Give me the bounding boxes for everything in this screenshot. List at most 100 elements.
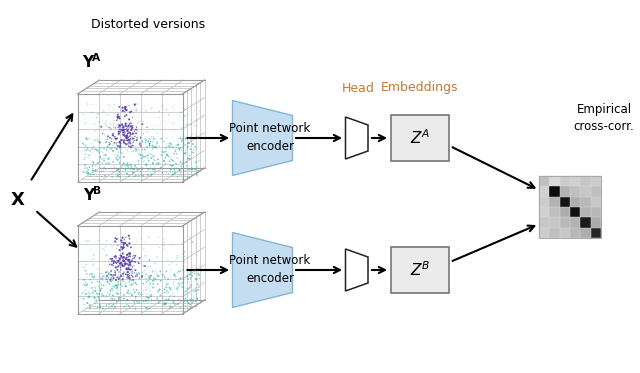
Point xyxy=(95,154,106,160)
Point xyxy=(118,122,128,128)
Point xyxy=(124,233,134,239)
Point xyxy=(182,144,193,150)
Point xyxy=(145,275,156,281)
Point xyxy=(131,294,141,300)
Point xyxy=(81,291,91,297)
Point xyxy=(145,264,156,270)
Point xyxy=(113,124,124,130)
Point xyxy=(174,147,184,153)
Point xyxy=(113,272,124,278)
Point xyxy=(95,145,105,151)
Point xyxy=(132,137,142,142)
Point xyxy=(168,120,179,126)
Point xyxy=(188,288,198,294)
Point xyxy=(115,278,125,283)
Point xyxy=(132,135,142,141)
Point xyxy=(169,242,179,248)
Point xyxy=(129,255,140,261)
Point xyxy=(84,155,95,161)
Point xyxy=(127,134,137,140)
Point xyxy=(100,166,111,172)
Point xyxy=(186,132,196,138)
Point xyxy=(147,166,157,172)
Point xyxy=(131,146,141,152)
Point xyxy=(126,259,136,265)
Point xyxy=(137,269,147,275)
Point xyxy=(143,285,154,291)
Point xyxy=(88,170,98,176)
Point xyxy=(99,292,109,298)
Point xyxy=(138,166,148,172)
Point xyxy=(156,136,166,142)
Point xyxy=(91,163,101,169)
Point xyxy=(128,271,138,277)
Point xyxy=(175,110,186,116)
Point xyxy=(94,278,104,284)
Point xyxy=(166,267,177,273)
Point xyxy=(122,126,132,132)
Point xyxy=(132,272,142,278)
Point xyxy=(115,273,125,279)
Point xyxy=(154,108,164,114)
Point xyxy=(108,256,118,261)
Point xyxy=(170,147,180,153)
Point xyxy=(108,301,118,307)
Point xyxy=(174,276,184,282)
Point xyxy=(185,272,195,278)
Point xyxy=(89,261,99,267)
Point xyxy=(118,125,129,131)
Point xyxy=(173,287,183,293)
Point xyxy=(87,271,97,277)
Point xyxy=(107,174,117,180)
Point xyxy=(111,253,121,259)
Point xyxy=(131,130,141,136)
Point xyxy=(93,148,103,154)
Point xyxy=(164,143,174,149)
Point xyxy=(174,269,184,275)
Point xyxy=(112,285,122,291)
Point xyxy=(150,168,161,174)
Point xyxy=(81,280,91,286)
Point xyxy=(129,167,140,173)
Point xyxy=(84,148,95,154)
Point xyxy=(117,151,127,157)
Point xyxy=(122,243,132,249)
Bar xyxy=(559,197,570,207)
Point xyxy=(153,156,163,162)
Point xyxy=(127,123,138,129)
Point xyxy=(160,155,170,161)
Point xyxy=(166,120,176,126)
Point xyxy=(93,167,103,173)
Point xyxy=(117,105,127,111)
Point xyxy=(114,258,124,264)
Point xyxy=(161,301,171,307)
Point xyxy=(129,135,139,141)
Point xyxy=(118,124,129,130)
Point xyxy=(123,123,133,129)
Point xyxy=(83,170,93,176)
Point xyxy=(126,109,136,115)
Point xyxy=(92,111,102,117)
Point xyxy=(135,152,145,158)
Point xyxy=(114,169,124,175)
Point xyxy=(125,130,135,136)
Point xyxy=(127,254,137,260)
Point xyxy=(97,156,107,162)
Point xyxy=(99,168,109,174)
Point xyxy=(118,278,128,284)
Point xyxy=(103,271,113,277)
Point xyxy=(119,144,129,150)
Point xyxy=(122,265,132,271)
Point xyxy=(134,289,144,295)
Point xyxy=(147,294,157,300)
Point xyxy=(149,166,159,172)
Point xyxy=(120,104,130,110)
Point xyxy=(113,263,124,269)
Point xyxy=(131,164,141,170)
Point xyxy=(141,294,152,300)
Bar xyxy=(391,115,449,161)
Point xyxy=(141,271,152,277)
Point xyxy=(138,138,148,144)
Point xyxy=(113,171,123,177)
Point xyxy=(166,174,176,180)
